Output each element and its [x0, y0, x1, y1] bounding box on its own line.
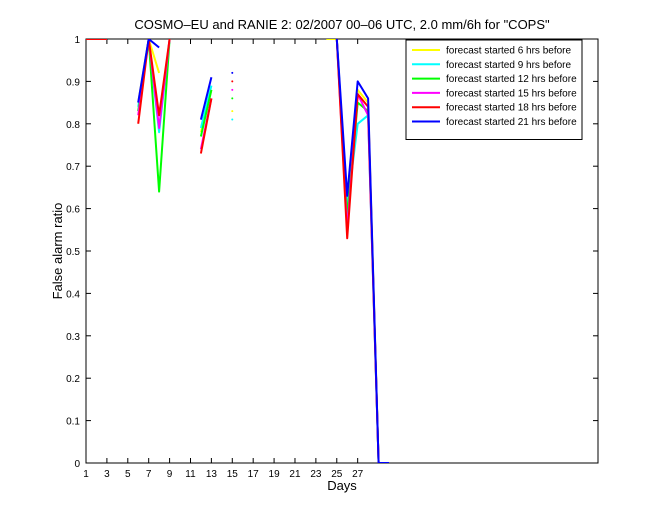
y-tick-label: 0 — [74, 459, 80, 470]
series-2 — [86, 39, 380, 463]
x-tick-label: 13 — [206, 469, 218, 480]
series-line — [199, 85, 213, 129]
x-tick-label: 3 — [104, 469, 110, 480]
legend-box — [405, 39, 583, 140]
y-tick-label: 0.8 — [66, 120, 80, 131]
y-tick-label: 0.1 — [66, 417, 80, 428]
x-tick-label: 9 — [167, 469, 173, 480]
y-tick-label: 0.2 — [66, 374, 80, 385]
x-tick-label: 19 — [269, 469, 281, 480]
y-tick-label: 0.5 — [66, 247, 80, 258]
legend-label: forecast started 6 hrs before — [446, 46, 572, 57]
x-tick-label: 27 — [352, 469, 364, 480]
series-4 — [86, 39, 380, 463]
legend-label: forecast started 12 hrs before — [446, 74, 577, 85]
legend-label: forecast started 9 hrs before — [446, 60, 572, 71]
data-point — [231, 88, 234, 91]
legend-label: forecast started 21 hrs before — [446, 117, 577, 128]
x-axis-label: Days — [327, 478, 357, 493]
x-tick-label: 5 — [125, 469, 131, 480]
series-line — [326, 39, 380, 463]
y-tick-label: 0.6 — [66, 205, 80, 216]
x-tick-label: 25 — [331, 469, 343, 480]
x-tick-label: 17 — [248, 469, 260, 480]
data-point — [231, 97, 234, 100]
y-axis-label: False alarm ratio — [50, 203, 65, 300]
series-line — [199, 76, 213, 120]
data-point — [231, 118, 234, 121]
data-point — [231, 80, 234, 83]
series-line — [335, 39, 389, 463]
y-tick-label: 1 — [74, 35, 80, 46]
x-tick-label: 23 — [310, 469, 322, 480]
x-tick-label: 15 — [227, 469, 239, 480]
chart-title: COSMO–EU and RANIE 2: 02/2007 00–06 UTC,… — [134, 17, 550, 32]
plot-area: 00.10.20.30.40.50.60.70.80.911 3 5 7 9 11 13 15… — [66, 35, 599, 480]
series-3 — [86, 39, 380, 463]
legend-label: forecast started 15 hrs before — [446, 88, 577, 99]
series-line — [199, 98, 213, 154]
series-1 — [86, 39, 380, 463]
data-point — [231, 110, 234, 113]
legend-label: forecast started 18 hrs before — [446, 103, 577, 114]
y-tick-label: 0.4 — [66, 289, 80, 300]
series-line — [137, 39, 160, 103]
series-line — [137, 39, 171, 193]
y-tick-label: 0.3 — [66, 332, 80, 343]
data-point — [231, 71, 234, 74]
y-tick-label: 0.7 — [66, 162, 80, 173]
series-line — [137, 39, 171, 124]
series-6 — [137, 39, 389, 463]
legend: forecast started 6 hrs before forecast st… — [405, 39, 583, 140]
series-5 — [86, 39, 380, 463]
x-tick-label: 7 — [146, 469, 152, 480]
x-tick-label: 11 — [185, 469, 196, 480]
series-line — [199, 89, 213, 137]
y-tick-label: 0.9 — [66, 77, 80, 88]
x-tick-label: 21 — [289, 469, 301, 480]
x-tick-label: 1 — [83, 469, 89, 480]
